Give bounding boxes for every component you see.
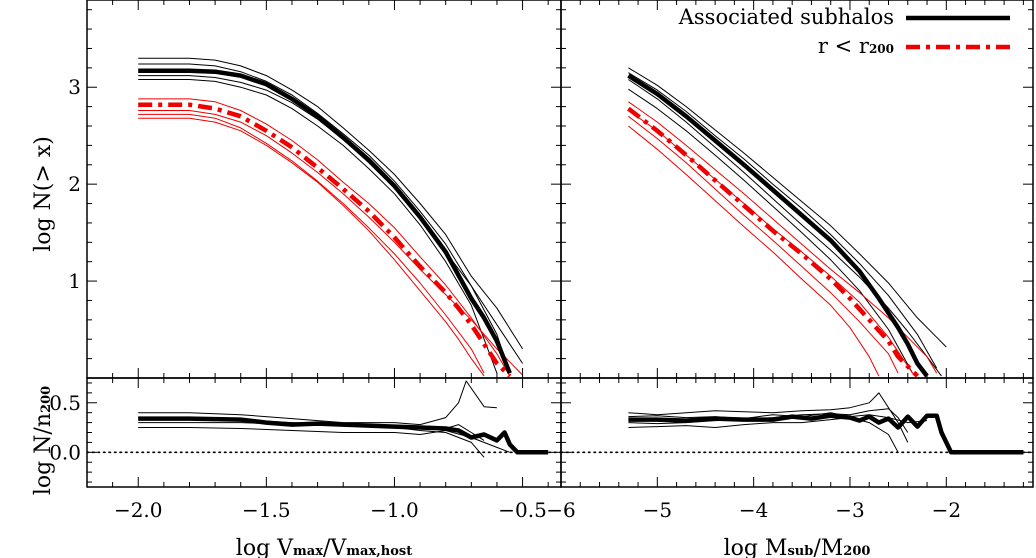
legend-label: Associated subhalos: [678, 5, 894, 29]
series-r200-run-a-line: [138, 98, 511, 377]
y-tick-label: 2: [68, 172, 81, 196]
panel-top-right-frame: [560, 0, 1034, 379]
series-r200-run-c-line: [138, 110, 523, 376]
x-axis-label-subscript: 200: [843, 544, 870, 558]
y-tick-label: 0.0: [49, 440, 81, 464]
series-associated-run-b-line: [138, 63, 511, 374]
plot-layer: [87, 57, 1033, 458]
series-associated-run-c-line: [628, 88, 914, 374]
x-tick-label: −2.0: [114, 498, 163, 522]
series-associated-subhalos-line: [627, 73, 929, 378]
panel-bottom-right-series: [561, 392, 1033, 455]
x-tick-label: −2: [932, 498, 961, 522]
x-axis-label: log Msub/M200: [724, 536, 871, 558]
x-axis-label-text: /V: [323, 536, 347, 558]
series-ratio-line: [628, 413, 1024, 455]
panel-bottom-left-frame: [86, 377, 562, 488]
x-tick-label: −0.5: [498, 498, 547, 522]
panel-bottom-left-series: [87, 380, 561, 458]
panel-top-left-series: [138, 57, 524, 378]
x-tick-label: −5: [643, 498, 672, 522]
x-axis-label-subscript: max,host: [346, 544, 412, 558]
series-ratio-line: [138, 416, 549, 455]
y-tick-label: 1: [68, 269, 81, 293]
series-ratio-run-a-line: [138, 380, 497, 426]
series-r200-run-b-line: [138, 113, 485, 374]
series-associated-run-c-line: [138, 79, 498, 374]
x-axis-label-text: log M: [724, 536, 788, 558]
series-r200-run-d-line: [138, 117, 485, 377]
series-associated-run-d-line: [628, 72, 938, 369]
series-ratio-run-a-line: [628, 392, 909, 443]
series-associated-subhalos-line: [138, 68, 512, 375]
y-tick-label: 3: [68, 75, 81, 99]
series-r200-run-a-line: [628, 101, 938, 374]
panel-top-right-series: [627, 67, 947, 378]
x-tick-label: −1.5: [242, 498, 291, 522]
series-r200-run-b-line: [628, 115, 899, 374]
series-associated-run-a-line: [628, 67, 947, 348]
y-tick-label: 0.5: [49, 391, 81, 415]
legend-label-text: r < r: [818, 34, 870, 58]
series-r-r200-line: [627, 106, 919, 378]
x-axis-label: log Vmax/Vmax,host: [236, 536, 412, 558]
series-associated-run-b-line: [628, 79, 942, 377]
y-axis-label-subscript: 200: [39, 386, 54, 413]
series-ratio-run-c-line: [138, 427, 510, 453]
y-axis-label: log N/n200: [31, 386, 56, 495]
x-tick-label: −3: [835, 498, 864, 522]
series-associated-run-a-line: [138, 57, 524, 350]
panel-bottom-right-frame: [560, 377, 1034, 488]
y-axis-label: log N(> x): [31, 136, 56, 252]
y-axis-label-text: log N/n: [31, 413, 56, 495]
x-tick-label: −4: [739, 498, 768, 522]
x-axis-label-text: /M: [813, 536, 843, 558]
x-axis-label-subscript: sub: [787, 544, 813, 558]
legend-label: r < r200: [818, 34, 894, 58]
series-r-r200-line: [138, 102, 512, 378]
series-r200-run-c-line: [628, 125, 880, 377]
x-axis-label-subscript: max: [293, 544, 323, 558]
x-tick-label: −1.0: [370, 498, 419, 522]
legend-label-subscript: 200: [869, 42, 894, 56]
x-tick-label: −6: [546, 498, 575, 522]
frame-layer: [86, 0, 1034, 488]
series-ratio-run-c-line: [628, 417, 899, 453]
x-axis-label-text: log V: [236, 536, 294, 558]
